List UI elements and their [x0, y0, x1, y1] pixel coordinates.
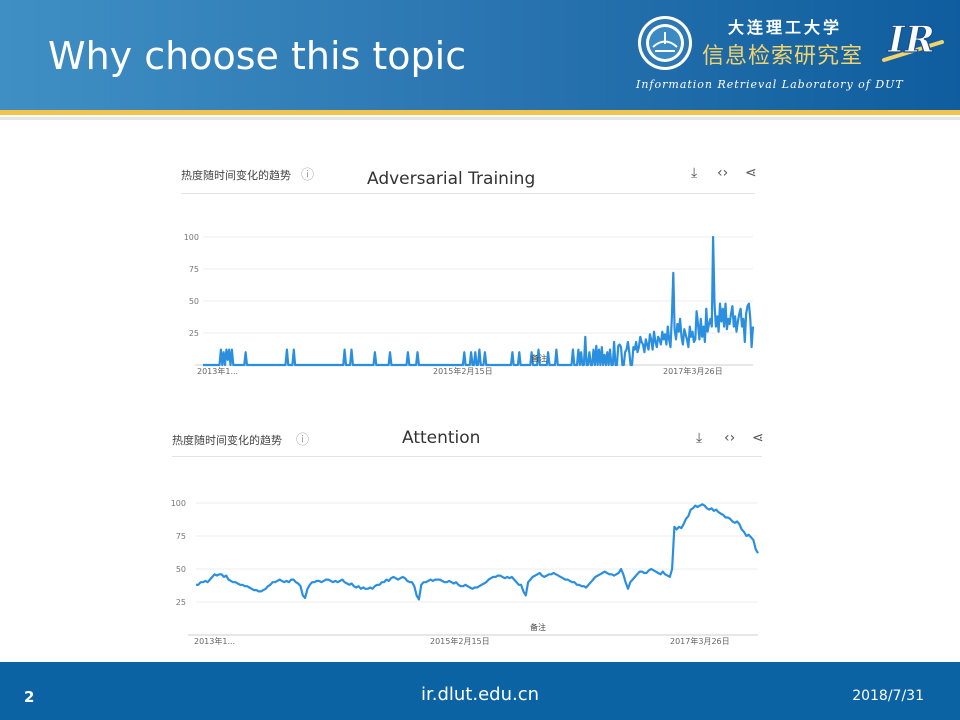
share-icon[interactable]: ⋖ [752, 430, 764, 446]
x-tick-label: 2017年3月26日 [670, 636, 730, 646]
ir-logo-icon: IR [882, 18, 944, 62]
y-tick-label: 50 [189, 297, 199, 306]
page-number: 2 [24, 688, 35, 706]
y-tick-label: 100 [184, 233, 199, 242]
chart-adversarial-training: 25 50 75 100 2013年1... 2015年2月15日 2017年3月26日 备注 [184, 233, 755, 376]
slide-date: 2018/7/31 [852, 688, 924, 704]
university-seal-icon [638, 16, 692, 70]
slide-title: Why choose this topic [48, 34, 467, 78]
chart-title: Adversarial Training [367, 169, 536, 189]
x-tick-label: 2013年1... [194, 636, 235, 646]
university-name: 大连理工大学 [728, 18, 843, 37]
help-icon[interactable]: ⓘ [296, 433, 310, 448]
header-accent-line [0, 110, 960, 115]
ir-logo-text: IR [887, 19, 935, 61]
help-icon[interactable]: ⓘ [301, 168, 315, 183]
x-tick-label: 2013年1... [197, 366, 238, 376]
download-icon[interactable]: ⤓ [691, 165, 698, 181]
embed-icon[interactable]: ‹› [724, 430, 736, 446]
slide-footer: 2 ir.dlut.edu.cn 2018/7/31 [0, 662, 960, 720]
chart-annotation[interactable]: 备注 [531, 353, 547, 363]
footer-site[interactable]: ir.dlut.edu.cn [420, 684, 540, 705]
x-tick-label: 2017年3月26日 [663, 366, 723, 376]
lab-name-cn: 信息检索研究室 [702, 44, 864, 69]
y-tick-label: 75 [176, 532, 186, 541]
trend-panel-attention: 热度随时间变化的趋势 ⓘ Attention ⤓ ‹› ⋖ 25 50 75 100 2… [168, 420, 768, 652]
series-line [203, 235, 755, 367]
header-divider [0, 117, 960, 120]
y-tick-label: 50 [176, 565, 186, 574]
series-line [196, 503, 759, 601]
embed-icon[interactable]: ‹› [717, 165, 729, 181]
chart-annotation[interactable]: 备注 [530, 622, 546, 632]
lab-logo: 大连理工大学 信息检索研究室 Information Retrieval Lab… [632, 10, 952, 102]
download-icon[interactable]: ⤓ [696, 430, 703, 446]
trend-panel-label: 热度随时间变化的趋势 [172, 434, 282, 447]
y-tick-label: 75 [189, 265, 199, 274]
x-tick-label: 2015年2月15日 [433, 366, 493, 376]
trend-panel-adversarial-training: 热度随时间变化的趋势 ⓘ Adversarial Training ⤓ ‹› ⋖… [175, 155, 765, 385]
chart-title: Attention [402, 428, 481, 448]
y-tick-label: 25 [189, 329, 199, 338]
chart-attention: 25 50 75 100 2013年1... 2015年2月15日 2017年3月26日 备注 [171, 499, 759, 646]
y-tick-label: 25 [176, 598, 186, 607]
x-tick-label: 2015年2月15日 [430, 636, 490, 646]
y-tick-label: 100 [171, 499, 186, 508]
panel-divider [181, 193, 755, 194]
trend-panel-label: 热度随时间变化的趋势 [181, 169, 291, 182]
share-icon[interactable]: ⋖ [745, 165, 757, 181]
panel-divider [172, 456, 762, 457]
slide-header: Why choose this topic 大连理工大学 信息检索研究室 Inf… [0, 0, 960, 110]
lab-name-en: Information Retrieval Laboratory of DUT [636, 78, 904, 91]
